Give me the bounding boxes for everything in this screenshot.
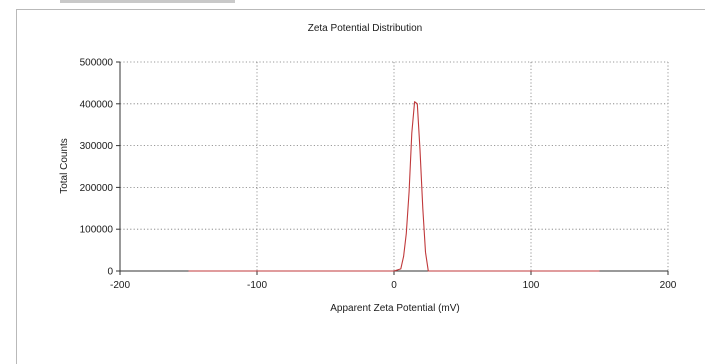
- x-axis-label: Apparent Zeta Potential (mV): [330, 303, 460, 314]
- y-tick-label: 100000: [80, 225, 114, 236]
- chart-title: Zeta Potential Distribution: [308, 23, 423, 34]
- series-line: [188, 101, 600, 272]
- x-tick-label: -100: [247, 280, 267, 291]
- x-tick-label: 200: [660, 280, 677, 291]
- header-mark: [60, 0, 235, 3]
- y-tick-label: 400000: [80, 99, 114, 110]
- y-tick-label: 300000: [80, 141, 114, 152]
- series-group: [188, 101, 600, 272]
- y-axis-label: Total Counts: [59, 138, 70, 194]
- y-ticks: 0 100000 200000 300000 400000 500000: [80, 58, 120, 278]
- chart-frame: [16, 9, 705, 364]
- grid: [120, 61, 669, 271]
- x-tick-label: 100: [523, 280, 540, 291]
- y-tick-label: 0: [107, 267, 113, 278]
- x-ticks: -200 -100 0 100 200: [110, 271, 677, 291]
- y-tick-label: 200000: [80, 183, 114, 194]
- x-tick-label: 0: [391, 280, 397, 291]
- x-tick-label: -200: [110, 280, 130, 291]
- y-tick-label: 500000: [80, 58, 114, 69]
